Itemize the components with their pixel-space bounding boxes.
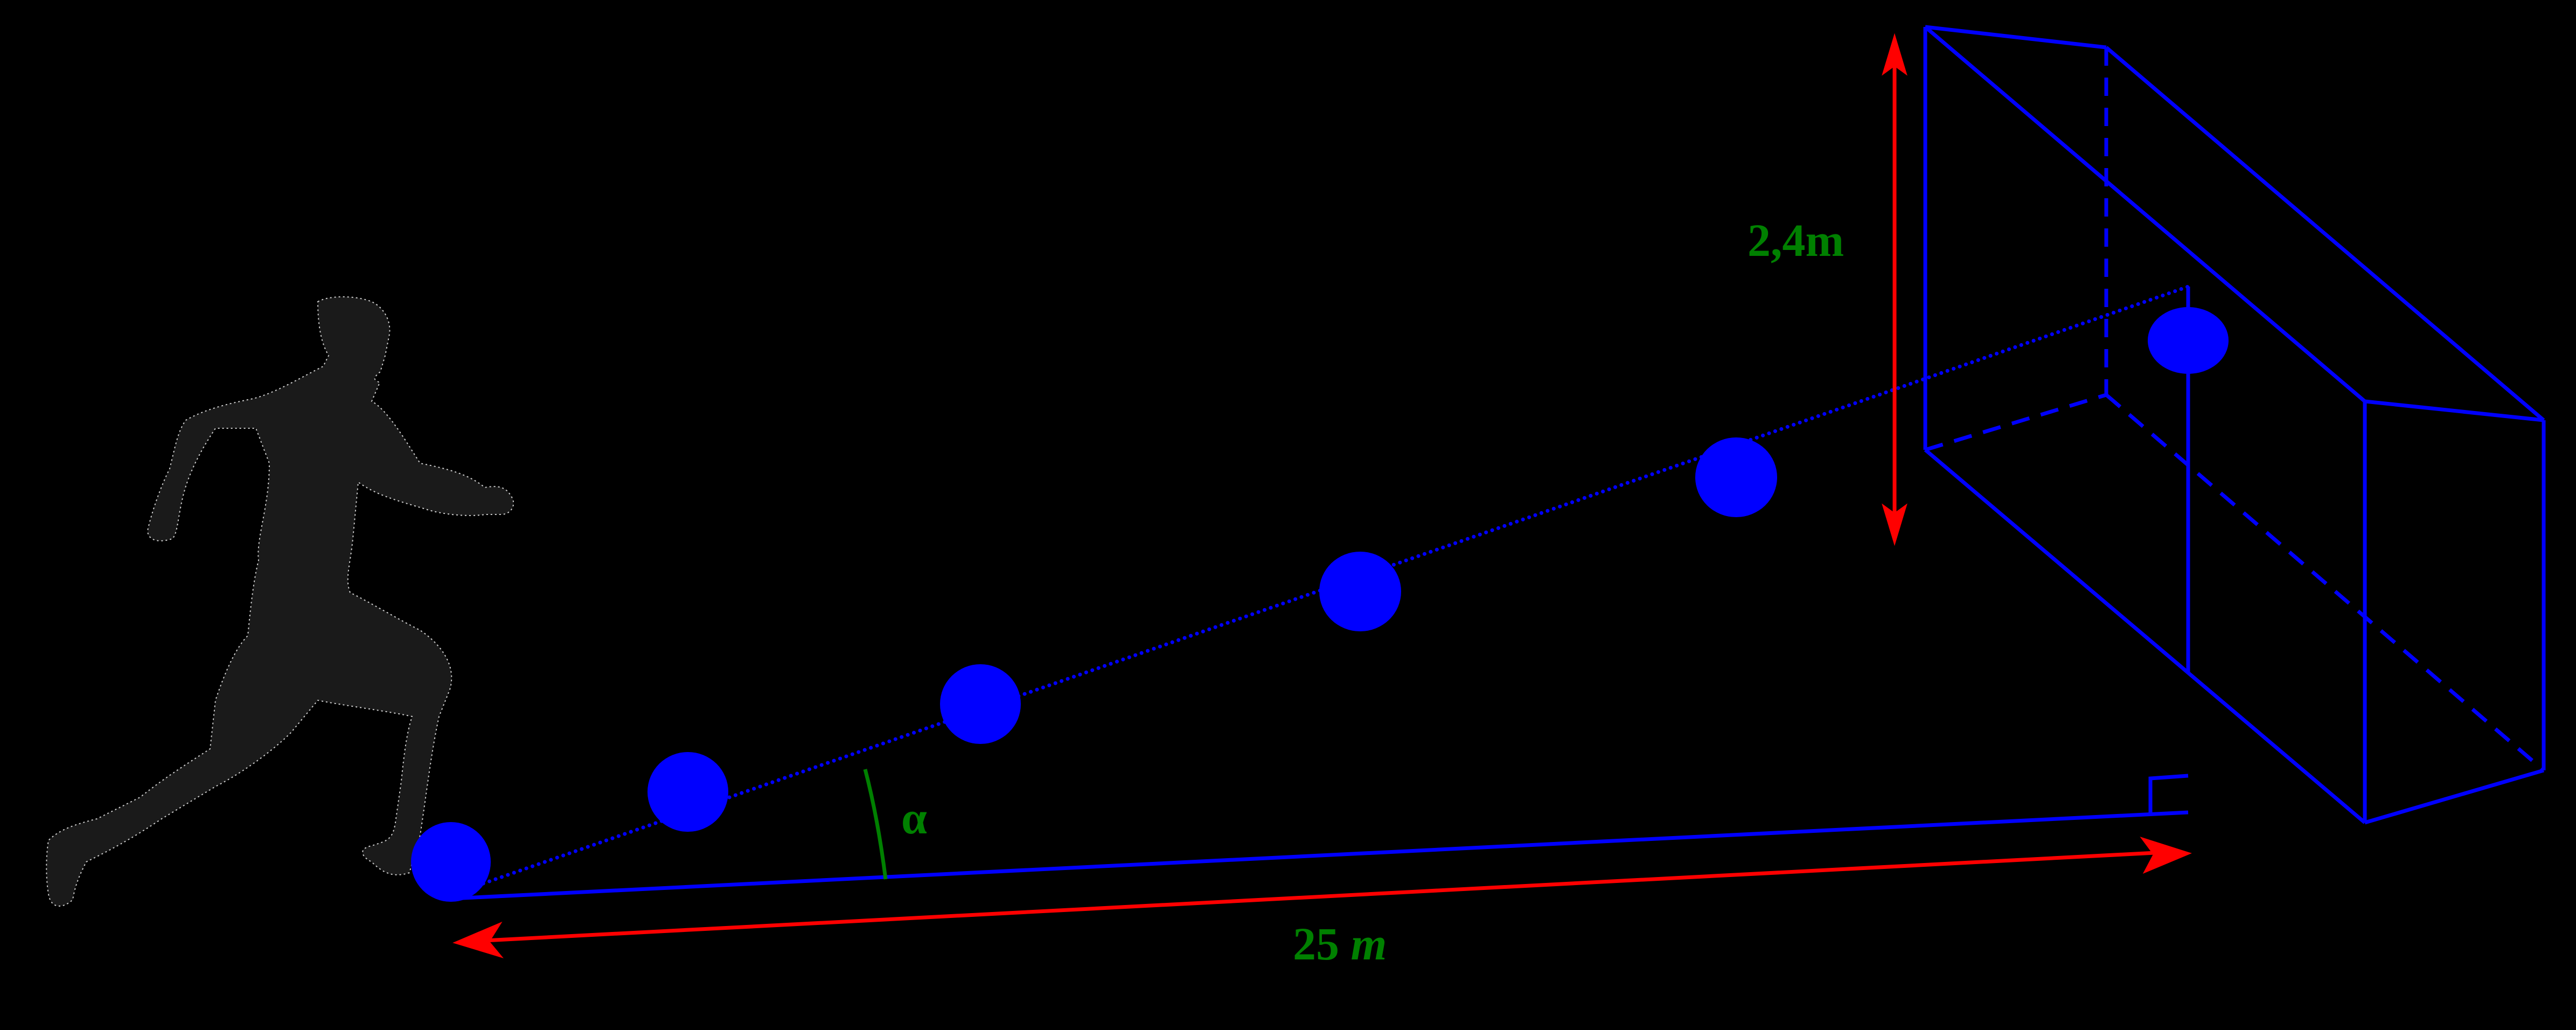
ball-6 <box>2148 307 2229 374</box>
goal-right-ground-edge <box>2364 768 2544 825</box>
goal-top-left-edge <box>1925 25 2107 50</box>
distance-number: 25 <box>1293 918 1339 970</box>
goal-front-ground-line <box>1924 448 2366 824</box>
ball-5 <box>1695 437 1777 517</box>
goal-back-ground-left <box>1924 393 2107 452</box>
ball-2 <box>648 752 728 832</box>
ball-1 <box>411 822 491 902</box>
goal-crossbar <box>1924 25 2366 403</box>
ball-4 <box>1319 552 1401 631</box>
ball-3 <box>940 664 1021 744</box>
goal-hidden-edges <box>1924 47 2545 772</box>
balls <box>411 307 2229 902</box>
distance-unit: m <box>1350 918 1387 970</box>
goal-back-ground-diagonal <box>2105 393 2545 772</box>
angle-arc <box>863 769 888 880</box>
distance-label: 25 m <box>1293 917 1387 971</box>
height-arrow <box>1882 33 1907 546</box>
goal-frame <box>1923 25 2546 825</box>
angle-label: α <box>901 792 927 844</box>
height-label: 2,4m <box>1747 214 1844 266</box>
ground-line <box>452 810 2189 901</box>
player-silhouette <box>46 296 514 907</box>
goal-right-top-edge <box>2364 399 2544 422</box>
goal-roof-back-edge <box>2105 46 2545 422</box>
right-angle-marker <box>2148 774 2189 815</box>
distance-arrow <box>452 837 2192 958</box>
